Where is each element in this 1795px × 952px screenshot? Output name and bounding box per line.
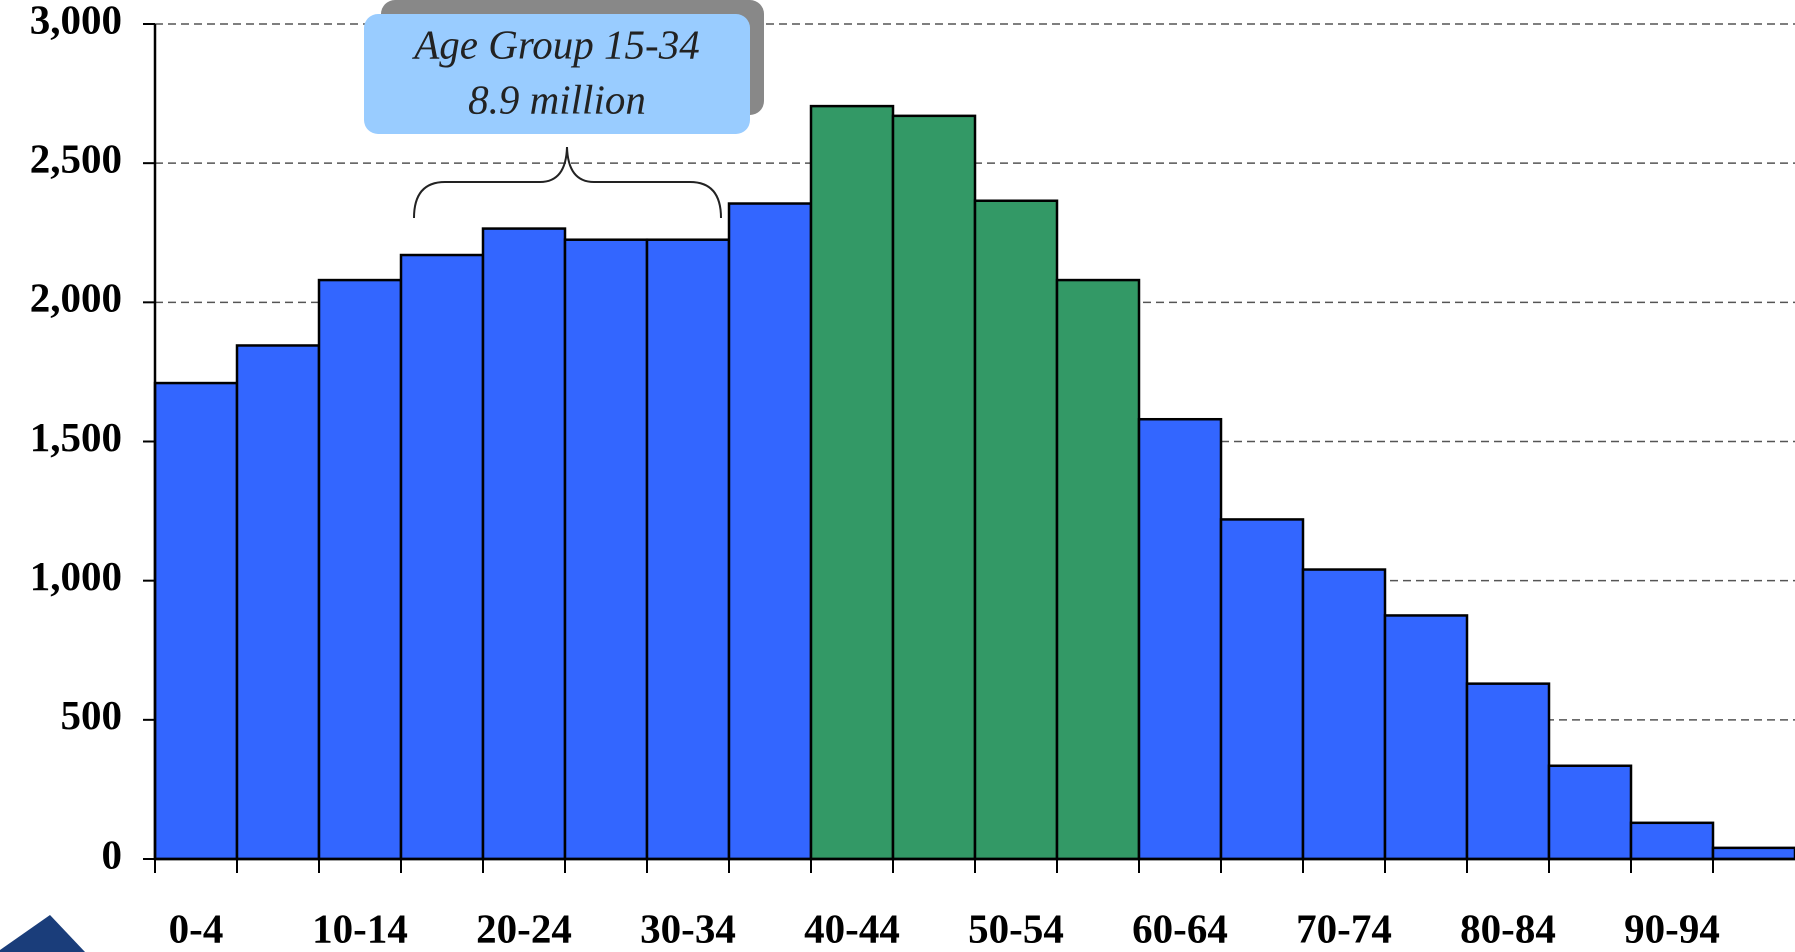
x-tick-label: 20-24 xyxy=(476,905,572,951)
x-tick-label: 10-14 xyxy=(312,905,408,951)
x-tick-label: 90-94 xyxy=(1624,905,1720,951)
bar xyxy=(1219,518,1305,861)
annotation-box xyxy=(364,14,750,134)
logo xyxy=(0,915,85,952)
bar xyxy=(563,238,649,861)
x-tick-label: 60-64 xyxy=(1132,905,1228,951)
bar xyxy=(1547,764,1633,861)
x-tick-label: 40-44 xyxy=(804,905,900,951)
y-tick-label: 1,500 xyxy=(30,414,122,460)
bar xyxy=(235,344,321,861)
y-tick-label: 2,000 xyxy=(30,275,122,321)
bar xyxy=(809,104,895,861)
plot xyxy=(153,23,1795,861)
bar xyxy=(973,199,1059,861)
x-tick-label: 70-74 xyxy=(1296,905,1392,951)
y-tick-label: 2,500 xyxy=(30,136,122,182)
bar xyxy=(1301,568,1387,861)
y-tick-label: 3,000 xyxy=(30,0,122,42)
bar xyxy=(1711,846,1795,861)
bar xyxy=(645,238,731,861)
x-tick-label: 80-84 xyxy=(1460,905,1556,951)
bar xyxy=(1465,682,1551,861)
bar xyxy=(891,114,977,861)
bar xyxy=(1055,278,1141,861)
y-tick-label: 500 xyxy=(61,692,123,738)
brace xyxy=(413,146,722,219)
bar xyxy=(317,278,403,861)
x-tick-label: 0-4 xyxy=(169,905,224,951)
y-tick-label: 1,000 xyxy=(30,553,122,599)
bar xyxy=(481,227,567,861)
bar xyxy=(153,381,239,861)
bar xyxy=(1629,821,1715,861)
bar xyxy=(1137,417,1223,861)
bar xyxy=(399,253,485,861)
bar xyxy=(727,202,813,861)
bar xyxy=(1383,614,1469,861)
annotation-text: 8.9 million xyxy=(468,76,646,122)
y-tick-label: 0 xyxy=(102,831,123,877)
annotation-text: Age Group 15-34 xyxy=(411,21,699,67)
x-tick-label: 30-34 xyxy=(640,905,736,951)
x-tick-label: 50-54 xyxy=(968,905,1064,951)
